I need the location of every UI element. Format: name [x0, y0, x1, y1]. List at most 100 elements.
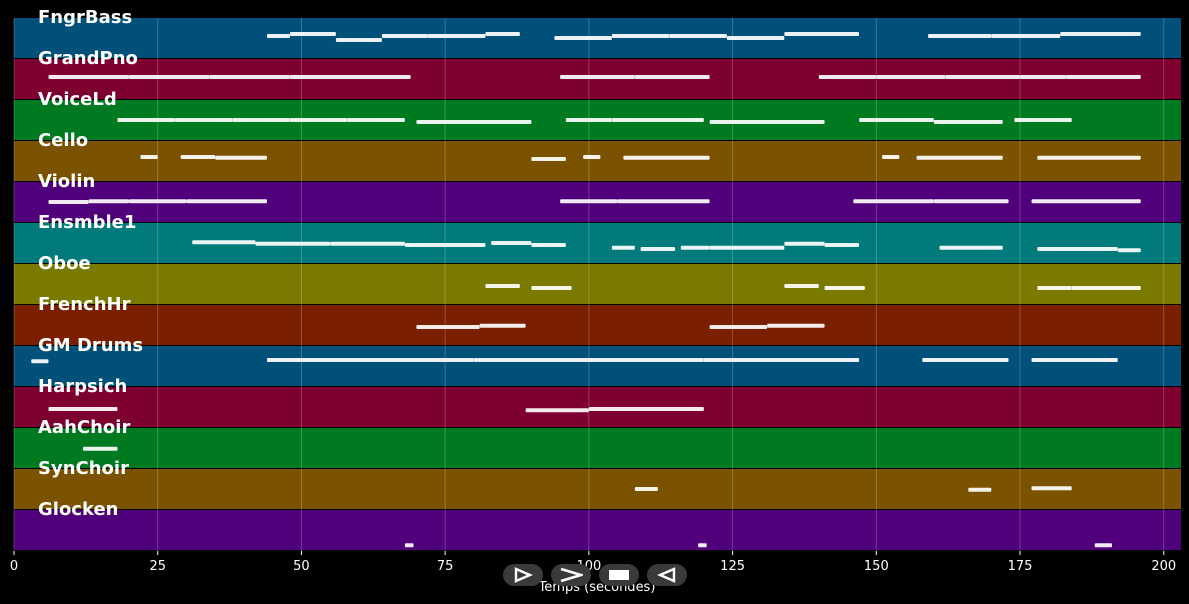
- note-segment: [1031, 358, 1118, 362]
- note-segment: [1060, 32, 1141, 36]
- note-segment: [709, 325, 768, 329]
- note-segment: [1037, 155, 1141, 160]
- note-segment: [709, 120, 825, 124]
- note-segment: [617, 199, 710, 204]
- note-segment: [623, 155, 710, 160]
- note-segment: [31, 359, 49, 364]
- note-segment: [991, 34, 1061, 38]
- track-label: Harpsich: [38, 376, 128, 397]
- track-band[interactable]: [14, 428, 1181, 468]
- track-band[interactable]: [14, 305, 1181, 345]
- note-segment: [939, 245, 1003, 250]
- note-segment: [140, 155, 158, 159]
- note-segment: [289, 118, 348, 122]
- note-segment: [186, 199, 267, 204]
- track-band[interactable]: [14, 346, 1181, 386]
- note-segment: [1037, 247, 1118, 251]
- note-segment: [1020, 75, 1067, 79]
- note-segment: [117, 118, 175, 122]
- note-segment: [824, 286, 865, 290]
- note-segment: [922, 358, 1009, 362]
- note-segment: [330, 241, 405, 246]
- track-band[interactable]: [14, 223, 1181, 263]
- note-segment: [784, 241, 825, 246]
- note-segment: [928, 34, 992, 38]
- track-label: FrenchHr: [38, 294, 131, 315]
- note-segment: [818, 75, 877, 79]
- note-segment: [882, 155, 900, 159]
- note-segment: [726, 36, 785, 40]
- track-band[interactable]: [14, 469, 1181, 509]
- note-segment: [1031, 199, 1141, 204]
- track-label: Oboe: [38, 253, 91, 274]
- note-segment: [209, 75, 290, 79]
- note-segment: [611, 118, 704, 122]
- note-segment: [416, 325, 480, 329]
- note-segment: [1117, 248, 1141, 253]
- forward-button[interactable]: [551, 564, 591, 586]
- note-segment: [767, 323, 825, 328]
- track-label: Violin: [38, 171, 96, 192]
- forward-icon: [559, 567, 583, 583]
- note-segment: [784, 284, 819, 288]
- note-segment: [255, 241, 331, 246]
- note-segment: [531, 157, 566, 161]
- stop-button[interactable]: [599, 564, 639, 586]
- play-button[interactable]: [503, 564, 543, 586]
- note-segment: [698, 543, 707, 548]
- stop-icon: [608, 568, 630, 582]
- note-segment: [565, 118, 612, 122]
- note-segment: [634, 75, 710, 79]
- note-segment: [709, 245, 785, 250]
- note-segment: [968, 487, 992, 492]
- note-segment: [560, 75, 635, 79]
- note-segment: [611, 34, 670, 38]
- note-segment: [1071, 286, 1141, 290]
- track-label: Cello: [38, 130, 89, 151]
- note-segment: [128, 199, 187, 204]
- x-tick-label: 200: [1151, 559, 1177, 574]
- note-segment: [669, 34, 727, 38]
- rewind-icon: [657, 567, 677, 583]
- note-segment: [784, 32, 860, 36]
- play-icon: [513, 567, 533, 583]
- track-label: SynChoir: [38, 458, 129, 479]
- note-segment: [611, 245, 635, 250]
- track-band[interactable]: [14, 264, 1181, 304]
- note-segment: [531, 286, 572, 290]
- note-segment: [933, 120, 1003, 124]
- note-segment: [1094, 543, 1113, 548]
- note-segment: [289, 75, 411, 79]
- note-segment: [82, 446, 118, 451]
- track-label: Ensmble1: [38, 212, 137, 233]
- note-segment: [1031, 486, 1072, 491]
- note-segment: [588, 407, 704, 411]
- note-segment: [215, 155, 267, 160]
- note-segment: [381, 34, 428, 38]
- x-tick-label: 0: [9, 559, 19, 574]
- x-tick-label: 25: [149, 559, 166, 574]
- track-band[interactable]: [14, 141, 1181, 181]
- note-segment: [180, 155, 216, 159]
- note-segment: [1037, 286, 1072, 290]
- note-segment: [232, 118, 290, 122]
- note-segment: [485, 32, 520, 36]
- note-segment: [1014, 118, 1072, 122]
- note-segment: [531, 243, 566, 247]
- note-segment: [583, 155, 601, 159]
- note-segment: [525, 408, 589, 413]
- note-segment: [404, 243, 486, 247]
- note-segment: [192, 240, 256, 245]
- x-tick-label: 150: [863, 559, 889, 574]
- note-segment: [916, 155, 1003, 160]
- track-band[interactable]: [14, 510, 1181, 550]
- track-label: GM Drums: [38, 335, 144, 356]
- note-segment: [335, 38, 382, 42]
- rewind-button[interactable]: [647, 564, 687, 586]
- note-segment: [933, 199, 1009, 204]
- note-segment: [859, 118, 934, 122]
- note-segment: [48, 75, 129, 79]
- note-segment: [876, 75, 946, 79]
- track-label: FngrBass: [38, 7, 133, 28]
